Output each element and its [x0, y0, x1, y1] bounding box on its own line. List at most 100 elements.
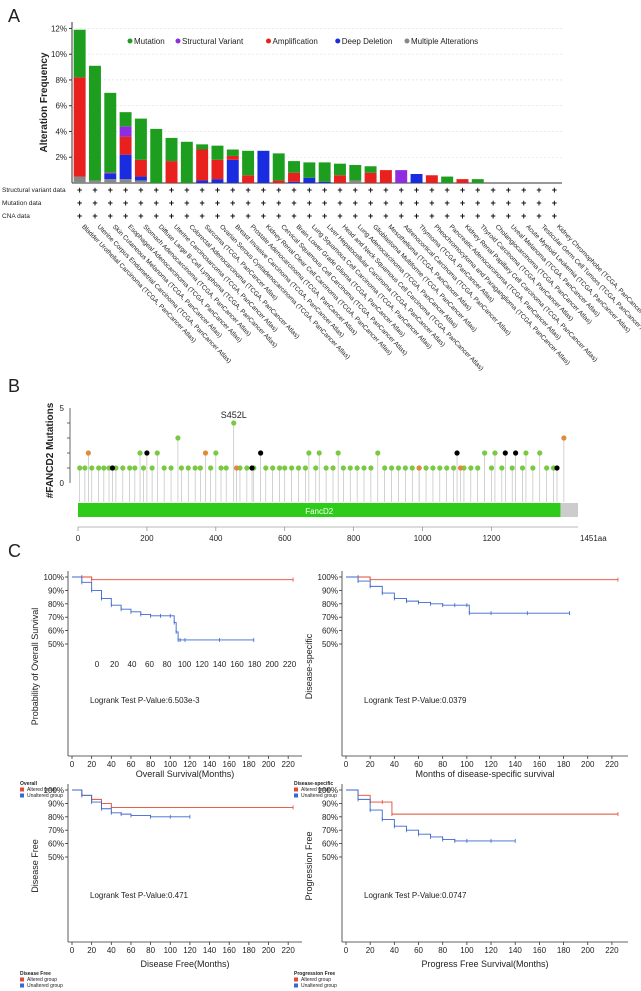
lollipop-head [85, 450, 91, 456]
bar-segment [333, 175, 346, 183]
row-marker: + [92, 198, 97, 208]
row-marker: + [200, 185, 205, 195]
km-x-tick-label: 100 [460, 946, 474, 955]
bar-segment [180, 141, 193, 183]
row-marker: + [276, 198, 281, 208]
lollipop-head [382, 465, 388, 471]
bar-segment [425, 175, 438, 183]
km-x-tick-label: 40 [390, 760, 399, 769]
lollipop-head [140, 465, 147, 471]
row-marker: + [490, 185, 495, 195]
bar-segment [88, 180, 101, 183]
km-x-tick-label: 140 [509, 946, 523, 955]
row-marker: + [169, 198, 174, 208]
km-x-tick-label: 140 [203, 760, 217, 769]
row-marker: + [138, 198, 143, 208]
bar-segment [119, 136, 132, 155]
lollipop-head [127, 465, 133, 471]
km-inner-tick-label: 0 [95, 660, 100, 669]
bar-segment [272, 180, 285, 183]
km-legend-swatch [294, 793, 298, 798]
y-tick-label: 10% [51, 50, 67, 59]
km-y-tick-label: 80% [322, 813, 338, 822]
legend-swatch [266, 38, 271, 44]
row-marker: + [108, 211, 113, 221]
bar-segment [150, 128, 163, 183]
km-x-tick-label: 60 [414, 946, 423, 955]
x-tick-label: 1200 [483, 534, 501, 543]
row-marker: + [169, 211, 174, 221]
km-x-axis-title: Months of disease-specific survival [415, 769, 554, 779]
lollipop-head [430, 465, 436, 471]
km-legend-label: Unaltered group [27, 793, 63, 799]
row-marker: + [245, 185, 250, 195]
row-marker: + [169, 185, 174, 195]
lollipop-head [258, 450, 264, 456]
y-axis-title: Alteration Frequency [39, 52, 50, 152]
km-x-tick-label: 80 [146, 946, 155, 955]
bar-segment [73, 77, 86, 177]
row-marker: + [383, 198, 388, 208]
lollipop-head [276, 465, 283, 471]
bar-segment [119, 179, 132, 183]
km-legend-label: Altered group [301, 787, 331, 793]
lollipop-head [523, 450, 529, 456]
row-marker: + [353, 198, 358, 208]
km-curve [346, 576, 618, 581]
km-x-tick-label: 160 [533, 946, 547, 955]
km-inner-tick-label: 140 [213, 660, 227, 669]
bar-segment [104, 179, 117, 183]
row-marker: + [353, 211, 358, 221]
domain-label: FancD2 [305, 507, 334, 516]
row-marker: + [261, 211, 266, 221]
km-inner-tick-label: 40 [128, 660, 137, 669]
km-y-tick-label: 50% [322, 853, 338, 862]
km-x-tick-label: 120 [183, 946, 197, 955]
km-legend-title: Disease Free [20, 971, 51, 977]
km-y-tick-label: 90% [48, 799, 64, 808]
km-x-tick-label: 80 [438, 760, 447, 769]
km-legend-label: Altered group [27, 977, 57, 983]
row-marker: + [521, 211, 526, 221]
row-marker: + [200, 211, 205, 221]
lollipop-head [120, 465, 126, 471]
row-marker: + [92, 185, 97, 195]
km-y-tick-label: 80% [322, 600, 338, 609]
km-x-tick-label: 220 [281, 946, 295, 955]
km-x-tick-label: 100 [164, 760, 178, 769]
row-marker: + [322, 185, 327, 195]
row-marker: + [261, 198, 266, 208]
lollipop-head [202, 450, 209, 456]
km-curve [346, 789, 618, 815]
km-y-tick-label: 80% [48, 813, 64, 822]
km-pvalue: Logrank Test P-Value:0.0379 [364, 696, 467, 705]
row-marker: + [506, 198, 511, 208]
km-x-tick-label: 180 [242, 760, 256, 769]
legend-label: Amplification [273, 37, 318, 46]
km-x-tick-label: 120 [484, 946, 498, 955]
lollipop-head [185, 465, 191, 471]
row-label: Structural variant data [2, 187, 66, 194]
survival-curves: 50%60%70%80%90%100%0 20 40 60 80 100 120 140 160… [20, 571, 628, 989]
km-x-tick-label: 40 [390, 946, 399, 955]
row-marker: + [322, 198, 327, 208]
row-marker: + [521, 185, 526, 195]
row-marker: + [552, 211, 557, 221]
km-x-tick-label: 0 [344, 760, 349, 769]
km-legend-swatch [20, 983, 24, 988]
km-y-tick-label: 100% [318, 786, 338, 795]
bar-segment [104, 92, 117, 173]
row-marker: + [215, 198, 220, 208]
km-x-tick-label: 0 [70, 760, 75, 769]
km-x-axis-title: Overall Survival(Months) [136, 769, 235, 779]
lollipop-head [513, 450, 519, 456]
km-y-tick-label: 60% [48, 627, 64, 636]
bar-segment [226, 155, 239, 160]
bar-segment [303, 162, 316, 178]
y-tick-label: 6% [55, 102, 67, 111]
km-legend-label: Unaltered group [27, 983, 63, 989]
km-inner-tick-label: 80 [163, 660, 172, 669]
km-y-tick-label: 60% [322, 840, 338, 849]
km-x-tick-label: 40 [107, 946, 116, 955]
km-legend-label: Altered group [301, 977, 331, 983]
